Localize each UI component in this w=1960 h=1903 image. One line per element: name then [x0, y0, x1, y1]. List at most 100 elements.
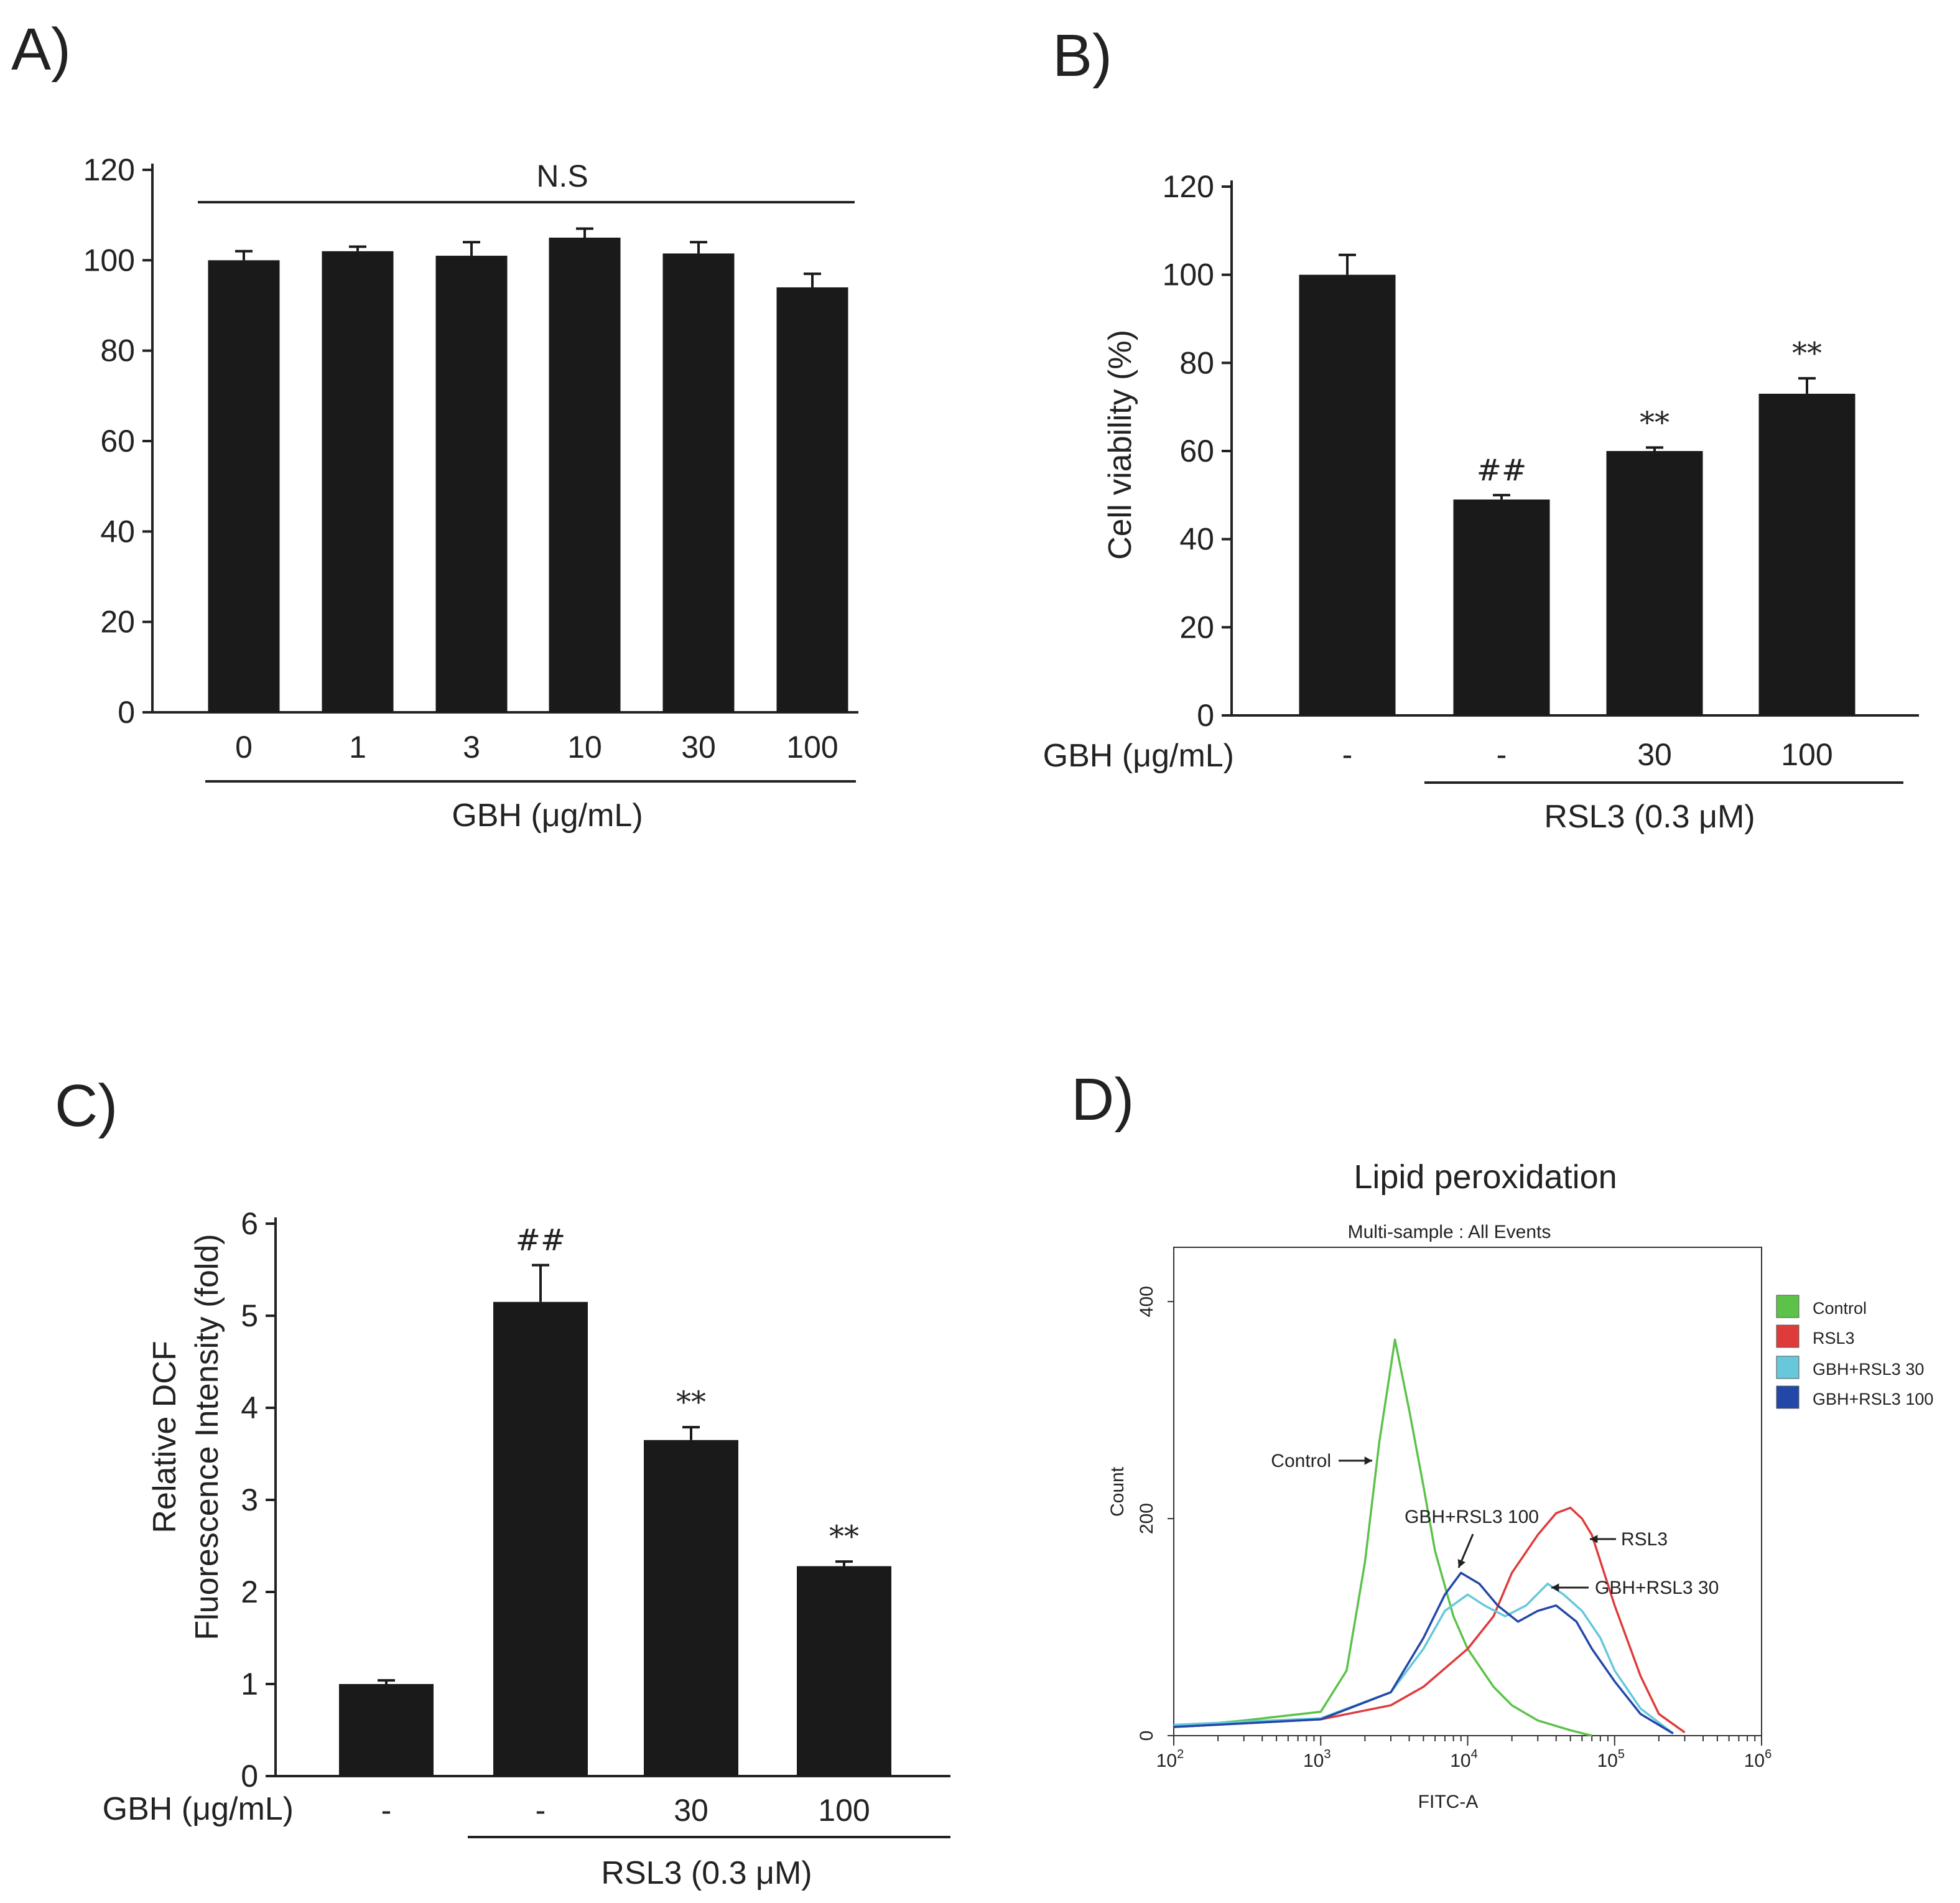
panel-a-bar — [776, 287, 848, 712]
panel-d-plot-frame — [1173, 1247, 1762, 1736]
panel-c-ytick-label: 2 — [241, 1575, 258, 1609]
panel-c-ylabel-line2: Fluorescence Intensity (fold) — [189, 1234, 225, 1640]
panel-a-bar — [435, 256, 508, 713]
panel-b-bar — [1606, 451, 1703, 715]
panel-b-letter: B) — [1052, 22, 1112, 89]
panel-c: C) Relative DCF Fluorescence Intensity (… — [55, 1072, 950, 1891]
panel-c-ytick-label: 1 — [241, 1667, 258, 1701]
panel-c-row-label: GBH (μg/mL) — [103, 1791, 294, 1827]
panel-b-ytick-label: 100 — [1163, 258, 1214, 292]
panel-a-ytick-label: 80 — [100, 333, 135, 368]
panel-a-bar — [549, 238, 621, 712]
panel-a-bar — [662, 253, 735, 712]
panel-d-ytick-label: 400 — [1136, 1286, 1157, 1317]
panel-d-legend-swatch-rsl3 — [1776, 1324, 1800, 1348]
panel-d-annotation: GBH+RSL3 100 — [1405, 1507, 1539, 1527]
panel-c-ytick-label: 0 — [241, 1759, 258, 1794]
panel-a-category-label: 100 — [786, 730, 838, 765]
panel-b-category-label: - — [1497, 737, 1507, 772]
panel-d-annotation: Control — [1271, 1451, 1331, 1471]
panel-d-xtick-base: 10 — [1450, 1751, 1470, 1771]
panel-a-category-label: 1 — [349, 730, 366, 765]
panel-b-bar — [1299, 274, 1396, 716]
panel-d-legend-label-gbh-rsl3-30: GBH+RSL3 30 — [1813, 1360, 1924, 1379]
panel-d-series-control — [1173, 1338, 1592, 1737]
panel-c-category-label: - — [536, 1793, 546, 1828]
panel-c-significance-mark: ** — [676, 1385, 706, 1420]
panel-c-ylabel-line1: Relative DCF — [147, 1341, 183, 1533]
panel-b-ylabel: Cell viability (%) — [1102, 330, 1138, 560]
panel-b: B) Cell viability (%) GBH (μg/mL) RSL3 (… — [1043, 22, 1919, 835]
panel-c-bar — [339, 1684, 434, 1776]
panel-d-legend-label-rsl3: RSL3 — [1813, 1329, 1855, 1347]
panel-a-category-label: 30 — [681, 730, 716, 765]
panel-d-annotation-arrowhead — [1590, 1535, 1598, 1543]
panel-b-group-label: RSL3 (0.3 μM) — [1544, 799, 1755, 835]
panel-a: A) N.S GBH (μg/mL) 0 20 40 60 80 100 120 0 1 3 10 3… — [11, 16, 858, 834]
panel-d-annotation-arrowhead — [1551, 1583, 1559, 1592]
panel-d-xtick-label: 105 — [1597, 1747, 1625, 1771]
panel-c-category-label: 30 — [674, 1793, 708, 1828]
panel-c-group-label: RSL3 (0.3 μM) — [601, 1855, 812, 1891]
panel-c-bar — [493, 1301, 588, 1776]
panel-d-letter: D) — [1071, 1066, 1134, 1133]
panel-d-annotation: RSL3 — [1621, 1529, 1668, 1550]
panel-d-xtick-label: 103 — [1303, 1747, 1331, 1771]
panel-d-xtick-exponent: 4 — [1471, 1747, 1478, 1761]
panel-d-legend-label-gbh-rsl3-100: GBH+RSL3 100 — [1813, 1390, 1933, 1408]
panel-d-subtitle: Multi-sample : All Events — [1348, 1222, 1551, 1242]
panel-d-ylabel: Count — [1107, 1466, 1128, 1517]
panel-d-xtick-base: 10 — [1597, 1751, 1618, 1771]
panel-d-series-gbh-rsl3-30 — [1173, 1583, 1674, 1734]
panel-b-category-label: 100 — [1781, 737, 1832, 772]
panel-d-xlabel: FITC-A — [1418, 1792, 1479, 1812]
panel-b-significance-mark: ** — [1792, 336, 1822, 371]
panel-b-ytick-label: 40 — [1179, 522, 1214, 557]
panel-b-ytick-label: 80 — [1179, 345, 1214, 380]
panel-b-bar — [1453, 499, 1550, 715]
panel-b-significance-mark: ## — [1477, 453, 1526, 488]
panel-d-legend-swatch-gbh-rsl3-30 — [1776, 1356, 1800, 1379]
panel-a-category-label: 10 — [567, 730, 602, 765]
panel-c-ytick-label: 4 — [241, 1390, 258, 1425]
panel-d-xtick-exponent: 5 — [1618, 1747, 1625, 1761]
panel-d-annotation: GBH+RSL3 30 — [1595, 1578, 1719, 1598]
panel-d: D) Lipid peroxidation Multi-sample : All… — [1071, 1066, 1933, 1812]
panel-a-annotation-ns: N.S — [536, 159, 588, 193]
panel-a-ytick-label: 0 — [118, 695, 135, 730]
panel-a-category-label: 3 — [463, 730, 480, 765]
panel-b-significance-mark: ** — [1640, 405, 1670, 440]
panel-d-xtick-label: 102 — [1156, 1747, 1184, 1771]
panel-d-xtick-base: 10 — [1303, 1751, 1324, 1771]
panel-c-category-label: 100 — [818, 1793, 870, 1828]
panel-b-ytick-label: 0 — [1197, 698, 1214, 733]
panel-a-xlabel: GBH (μg/mL) — [452, 798, 643, 834]
panel-a-bar — [322, 251, 394, 712]
panel-d-legend-swatch-control — [1776, 1295, 1800, 1318]
panel-d-xtick-exponent: 2 — [1177, 1747, 1184, 1761]
panel-c-letter: C) — [55, 1072, 118, 1139]
panel-d-xtick-base: 10 — [1744, 1751, 1765, 1771]
panel-d-legend-swatch-gbh-rsl3-100 — [1776, 1385, 1800, 1409]
panel-d-title: Lipid peroxidation — [1354, 1158, 1617, 1196]
panel-c-category-label: - — [381, 1793, 392, 1828]
panel-d-xtick-exponent: 3 — [1324, 1747, 1331, 1761]
panel-c-ytick-label: 6 — [241, 1206, 258, 1241]
panel-d-annotation-arrowhead — [1364, 1456, 1372, 1465]
panel-a-bar — [208, 260, 280, 712]
panel-b-ytick-label: 120 — [1163, 169, 1214, 204]
panel-d-xtick-label: 104 — [1450, 1747, 1478, 1771]
panel-d-annotation-arrowhead — [1457, 1559, 1465, 1568]
panel-a-category-label: 0 — [235, 730, 253, 765]
panel-c-bar — [797, 1566, 891, 1776]
panel-d-series-gbh-rsl3-100 — [1173, 1571, 1674, 1735]
panel-a-ytick-label: 100 — [83, 243, 135, 277]
panel-a-ytick-label: 20 — [100, 605, 135, 640]
panel-c-bar — [644, 1440, 738, 1776]
panel-c-significance-mark: ** — [829, 1519, 859, 1554]
panel-a-ytick-label: 120 — [83, 152, 135, 187]
panel-b-category-label: 30 — [1637, 737, 1672, 772]
panel-b-category-label: - — [1342, 737, 1353, 772]
panel-d-series-rsl3 — [1173, 1506, 1686, 1734]
panel-c-significance-mark: ## — [516, 1223, 565, 1258]
